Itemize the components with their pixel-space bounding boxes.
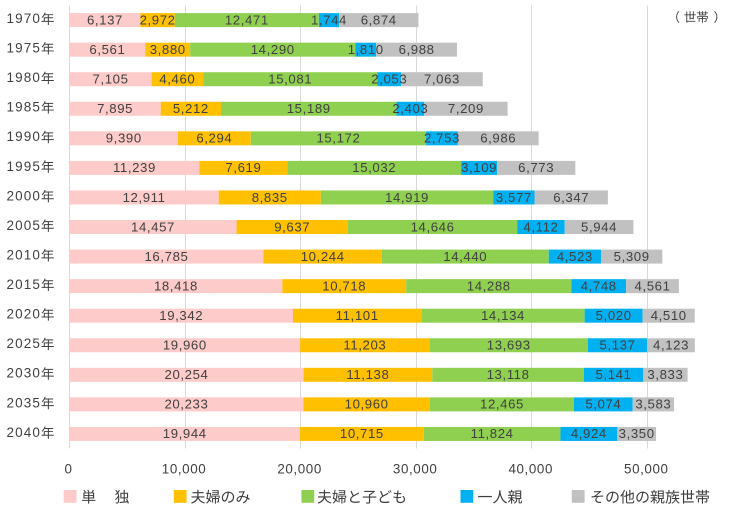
svg-text:19,944: 19,944 [163, 426, 207, 441]
svg-text:12,911: 12,911 [123, 190, 166, 205]
svg-text:3,350: 3,350 [619, 426, 655, 441]
svg-text:6,874: 6,874 [361, 12, 397, 27]
svg-text:12,471: 12,471 [225, 12, 269, 27]
svg-text:18,418: 18,418 [154, 278, 198, 293]
svg-text:14,919: 14,919 [385, 190, 429, 205]
svg-text:4,748: 4,748 [581, 278, 617, 293]
svg-text:11,101: 11,101 [336, 308, 379, 323]
svg-text:11,239: 11,239 [113, 160, 156, 175]
svg-text:1995: 1995 [7, 159, 41, 174]
svg-text:14,134: 14,134 [481, 308, 525, 323]
svg-text:2030: 2030 [7, 366, 41, 381]
svg-text:13,118: 13,118 [487, 367, 530, 382]
svg-text:5,212: 5,212 [173, 101, 209, 116]
svg-text:10,715: 10,715 [340, 426, 384, 441]
svg-text:30,000: 30,000 [393, 461, 438, 476]
svg-text:11,138: 11,138 [346, 367, 389, 382]
svg-text:4,123: 4,123 [653, 338, 689, 353]
svg-text:9,390: 9,390 [106, 131, 142, 146]
svg-text:4,112: 4,112 [523, 219, 558, 234]
svg-text:6,986: 6,986 [480, 131, 516, 146]
svg-text:5,141: 5,141 [596, 367, 632, 382]
svg-text:2,753: 2,753 [424, 131, 460, 146]
svg-text:2040: 2040 [7, 425, 41, 440]
svg-text:1,810: 1,810 [348, 42, 384, 57]
svg-text:3,833: 3,833 [647, 367, 683, 382]
svg-text:7,063: 7,063 [424, 72, 460, 87]
svg-text:14,290: 14,290 [251, 42, 295, 57]
svg-text:5,074: 5,074 [585, 397, 621, 412]
svg-text:7,209: 7,209 [448, 101, 484, 116]
svg-text:15,081: 15,081 [268, 72, 312, 87]
svg-text:19,960: 19,960 [163, 338, 207, 353]
svg-text:14,646: 14,646 [411, 219, 455, 234]
svg-text:2025: 2025 [7, 336, 41, 351]
svg-text:1970: 1970 [7, 11, 41, 26]
svg-text:13,693: 13,693 [487, 338, 531, 353]
svg-text:14,457: 14,457 [131, 219, 175, 234]
svg-text:7,895: 7,895 [97, 101, 133, 116]
svg-text:6,988: 6,988 [399, 42, 435, 57]
svg-text:2020: 2020 [7, 307, 41, 322]
svg-text:8,835: 8,835 [252, 190, 288, 205]
svg-text:3,109: 3,109 [461, 160, 497, 175]
svg-text:19,342: 19,342 [159, 308, 203, 323]
svg-text:2,053: 2,053 [371, 72, 407, 87]
svg-text:50,000: 50,000 [624, 461, 669, 476]
svg-text:6,347: 6,347 [553, 190, 589, 205]
svg-text:6,773: 6,773 [518, 160, 554, 175]
svg-text:3,583: 3,583 [635, 397, 671, 412]
svg-text:2,972: 2,972 [140, 12, 176, 27]
svg-text:6,137: 6,137 [87, 12, 123, 27]
svg-text:9,637: 9,637 [274, 219, 310, 234]
svg-text:1975: 1975 [7, 41, 41, 56]
svg-text:11,824: 11,824 [471, 426, 514, 441]
svg-text:5,020: 5,020 [596, 308, 632, 323]
svg-text:2015: 2015 [7, 277, 41, 292]
svg-text:5,309: 5,309 [614, 249, 650, 264]
svg-text:4,460: 4,460 [159, 72, 195, 87]
svg-text:1980: 1980 [7, 70, 41, 85]
svg-text:5,944: 5,944 [581, 219, 617, 234]
svg-text:4,924: 4,924 [571, 426, 607, 441]
svg-text:4,510: 4,510 [651, 308, 687, 323]
svg-text:2035: 2035 [7, 395, 41, 410]
svg-text:12,465: 12,465 [480, 397, 524, 412]
svg-text:20,254: 20,254 [165, 367, 209, 382]
svg-text:2010: 2010 [7, 247, 41, 262]
svg-text:40,000: 40,000 [508, 461, 553, 476]
svg-text:0: 0 [64, 461, 72, 476]
svg-text:10,244: 10,244 [301, 249, 345, 264]
svg-text:1990: 1990 [7, 129, 41, 144]
svg-text:1,744: 1,744 [311, 12, 347, 27]
svg-text:10,718: 10,718 [322, 278, 366, 293]
svg-text:3,880: 3,880 [150, 42, 186, 57]
svg-text:1985: 1985 [7, 100, 41, 115]
svg-text:15,172: 15,172 [316, 131, 360, 146]
svg-text:10,960: 10,960 [345, 397, 389, 412]
svg-text:3,577: 3,577 [496, 190, 532, 205]
svg-text:6,294: 6,294 [196, 131, 232, 146]
svg-text:5,137: 5,137 [600, 338, 636, 353]
svg-text:14,288: 14,288 [467, 278, 511, 293]
svg-text:15,032: 15,032 [352, 160, 396, 175]
svg-text:11,203: 11,203 [343, 338, 386, 353]
svg-text:2005: 2005 [7, 218, 41, 233]
svg-text:14,440: 14,440 [443, 249, 487, 264]
svg-text:4,523: 4,523 [557, 249, 593, 264]
svg-text:15,189: 15,189 [287, 101, 331, 116]
svg-text:2,403: 2,403 [392, 101, 428, 116]
svg-text:7,619: 7,619 [225, 160, 261, 175]
svg-text:16,785: 16,785 [145, 249, 189, 264]
svg-text:6,561: 6,561 [89, 42, 125, 57]
svg-text:7,105: 7,105 [93, 72, 129, 87]
svg-text:10,000: 10,000 [162, 461, 207, 476]
svg-text:2000: 2000 [7, 188, 41, 203]
svg-text:20,233: 20,233 [164, 397, 208, 412]
svg-text:20,000: 20,000 [277, 461, 322, 476]
svg-text:4,561: 4,561 [635, 278, 671, 293]
